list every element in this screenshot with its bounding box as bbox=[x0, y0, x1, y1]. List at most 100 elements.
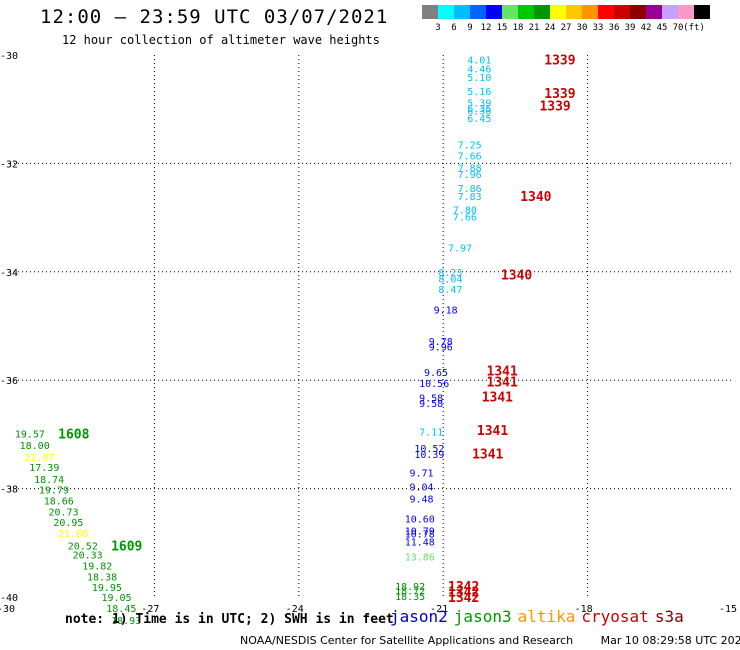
legend-entry-jason3: jason3 bbox=[453, 607, 512, 626]
color-scale-label: 27 bbox=[560, 23, 572, 33]
color-scale-label: 39 bbox=[624, 23, 636, 33]
y-tick-label: -30 bbox=[0, 51, 18, 62]
wave-height-label: 7.83 bbox=[458, 192, 482, 203]
chart-subtitle: 12 hour collection of altimeter wave hei… bbox=[62, 33, 380, 47]
wave-height-label: 7.80 bbox=[453, 205, 477, 216]
color-swatch bbox=[614, 5, 630, 19]
color-swatch bbox=[534, 5, 550, 19]
wave-height-label: 10.60 bbox=[405, 514, 435, 525]
color-swatch bbox=[470, 5, 486, 19]
wave-height-label: 5.16 bbox=[467, 87, 491, 98]
y-tick-label: -32 bbox=[0, 159, 18, 170]
x-tick-label: -30 bbox=[0, 604, 15, 615]
wave-height-label: 18.93 bbox=[111, 616, 141, 627]
color-swatch bbox=[678, 5, 694, 19]
color-swatch bbox=[646, 5, 662, 19]
wave-height-label: 20.52 bbox=[68, 542, 98, 553]
wave-height-label: 10.56 bbox=[419, 379, 449, 390]
pass-number-label: 1342 bbox=[448, 591, 479, 606]
y-tick-label: -40 bbox=[0, 593, 18, 604]
wave-height-label: 8.47 bbox=[438, 285, 462, 296]
color-swatch bbox=[566, 5, 582, 19]
x-tick-label: -21 bbox=[430, 604, 448, 615]
wave-height-label: 6.30 bbox=[467, 106, 491, 117]
pass-number-label: 1342 bbox=[448, 586, 479, 601]
wave-height-label: 19.05 bbox=[101, 593, 131, 604]
wave-height-label: 9.65 bbox=[424, 368, 448, 379]
y-tick-label: -38 bbox=[0, 485, 18, 496]
wave-height-label: 18.00 bbox=[20, 441, 50, 452]
wave-height-label: 19.95 bbox=[92, 583, 122, 594]
color-scale-label: (ft) bbox=[683, 23, 705, 33]
color-scale-label: 33 bbox=[592, 23, 604, 33]
wave-height-label: 13.86 bbox=[405, 552, 435, 563]
pass-number-label: 1339 bbox=[544, 53, 575, 68]
wave-height-label: 7.86 bbox=[458, 184, 482, 195]
color-swatch bbox=[630, 5, 646, 19]
wave-height-label: 9.78 bbox=[429, 337, 453, 348]
color-scale-label: 45 bbox=[656, 23, 668, 33]
color-scale-label: 30 bbox=[576, 23, 588, 33]
wave-height-label: 11.48 bbox=[405, 538, 435, 549]
wave-height-label: 5.10 bbox=[467, 73, 491, 84]
wave-height-label: 8.04 bbox=[438, 274, 462, 285]
legend-entry-altika: altika bbox=[517, 607, 576, 626]
x-tick-label: -18 bbox=[575, 604, 593, 615]
wave-height-label: 9.04 bbox=[410, 482, 434, 493]
color-scale-label: 21 bbox=[528, 23, 540, 33]
wave-height-label: 9.48 bbox=[410, 494, 434, 505]
wave-height-label: 9.96 bbox=[429, 343, 453, 354]
legend-entry-s3a: s3a bbox=[654, 607, 684, 626]
color-swatch bbox=[422, 5, 438, 19]
x-tick-label: -27 bbox=[141, 604, 159, 615]
pass-number-label: 1341 bbox=[482, 390, 513, 405]
wave-height-label: 21.08 bbox=[58, 529, 88, 540]
pass-number-label: 1339 bbox=[539, 99, 570, 114]
wave-height-label: 10.79 bbox=[405, 526, 435, 537]
wave-height-label: 18.72 bbox=[395, 586, 425, 597]
wave-height-label: 20.73 bbox=[49, 507, 79, 518]
wave-height-label: 10.39 bbox=[414, 450, 444, 461]
x-tick-label: -15 bbox=[719, 604, 737, 615]
wave-height-label: 7.25 bbox=[458, 140, 482, 151]
color-scale-label: 3 bbox=[435, 23, 441, 33]
color-swatch bbox=[502, 5, 518, 19]
wave-height-label: 6.35 bbox=[467, 104, 491, 115]
satellite-legend: jason2 jason3 altika cryosat s3a bbox=[390, 607, 690, 626]
color-swatch bbox=[598, 5, 614, 19]
color-scale-label: 12 bbox=[480, 23, 492, 33]
footer-timestamp: Mar 10 08:29:58 UTC 2021 bbox=[600, 634, 740, 647]
wave-height-label: 19.79 bbox=[39, 486, 69, 497]
pass-number-label: 1341 bbox=[472, 447, 503, 462]
color-swatch bbox=[582, 5, 598, 19]
wave-height-label: 18.92 bbox=[395, 582, 425, 593]
wave-height-label: 18.74 bbox=[34, 475, 64, 486]
wave-height-label: 5.39 bbox=[467, 99, 491, 110]
wave-height-label: 18.45 bbox=[106, 604, 136, 615]
wave-height-label: 18.66 bbox=[44, 497, 74, 508]
wave-height-label: 21.07 bbox=[24, 453, 54, 464]
wave-height-label: 7.96 bbox=[458, 170, 482, 181]
color-swatch bbox=[518, 5, 534, 19]
chart-title: 12:00 — 23:59 UTC 03/07/2021 bbox=[40, 6, 389, 28]
color-scale-label: 15 bbox=[496, 23, 508, 33]
wave-height-label: 18.38 bbox=[87, 572, 117, 583]
wave-height-label: 7.66 bbox=[458, 151, 482, 162]
plot-note: note: 1) Time is in UTC; 2) SWH is in fe… bbox=[65, 612, 394, 627]
color-swatch bbox=[438, 5, 454, 19]
color-scale-label: 9 bbox=[467, 23, 473, 33]
wave-height-label: 19.57 bbox=[15, 429, 45, 440]
wave-height-label: 7.66 bbox=[453, 213, 477, 224]
wave-height-label: 18.35 bbox=[395, 592, 425, 603]
legend-entry-cryosat: cryosat bbox=[581, 607, 649, 626]
pass-number-label: 1341 bbox=[487, 375, 518, 390]
wave-height-label: 17.39 bbox=[29, 463, 59, 474]
x-tick-label: -24 bbox=[286, 604, 304, 615]
pass-number-label: 1339 bbox=[544, 87, 575, 102]
legend-entry-jason2: jason2 bbox=[390, 607, 448, 626]
color-swatch bbox=[486, 5, 502, 19]
color-scale-label: 18 bbox=[512, 23, 524, 33]
y-tick-label: -36 bbox=[0, 376, 18, 387]
pass-number-label: 1342 bbox=[448, 580, 479, 595]
